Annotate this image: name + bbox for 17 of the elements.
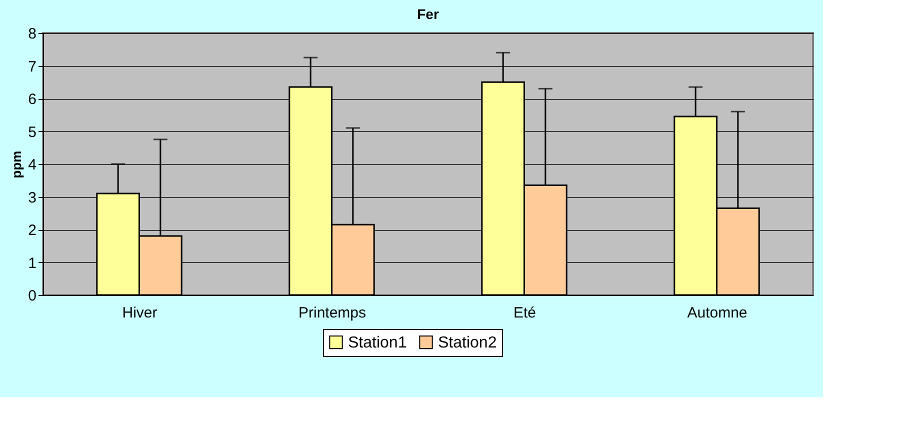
y-tick-label: 4 bbox=[28, 156, 36, 174]
y-tick-label: 8 bbox=[28, 26, 36, 42]
x-tick-label: Hiver bbox=[122, 304, 158, 322]
y-tick-label: 2 bbox=[28, 222, 36, 239]
y-axis-title: ppm bbox=[9, 150, 24, 178]
y-tick-label: 0 bbox=[28, 288, 36, 304]
legend-label: Station2 bbox=[438, 334, 497, 352]
x-tick-label: Automne bbox=[687, 304, 748, 322]
y-tick-label: 1 bbox=[28, 254, 36, 272]
y-tick-label: 6 bbox=[28, 91, 36, 108]
x-tick-label: Printemps bbox=[298, 304, 366, 322]
chart-title: Fer bbox=[417, 6, 440, 22]
y-tick-label: 5 bbox=[28, 124, 36, 141]
legend-label: Station1 bbox=[348, 334, 407, 352]
y-tick-label: 7 bbox=[28, 58, 36, 76]
y-tick-label: 3 bbox=[28, 189, 36, 206]
x-tick-label: Eté bbox=[513, 304, 536, 322]
